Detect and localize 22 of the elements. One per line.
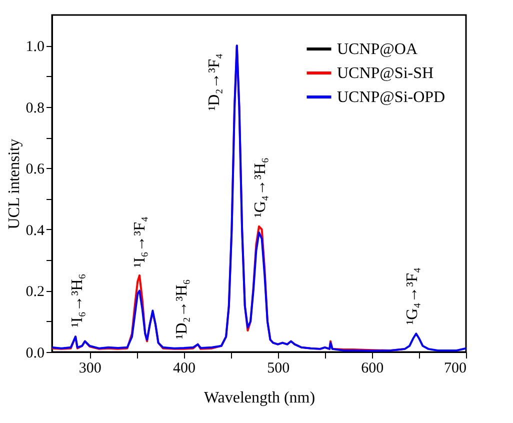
y-tick-label: 0.6: [26, 162, 45, 178]
annotation: ¹G₄→³F₄: [404, 266, 422, 325]
x-tick-label: 600: [361, 360, 384, 376]
annotation: ¹I₆→³H₆: [68, 274, 86, 328]
y-tick-label: 0.4: [26, 222, 45, 239]
x-axis-title: Wavelength (nm): [204, 390, 316, 406]
y-tick-label: 0.2: [26, 284, 44, 300]
legend-label: UCNP@OA: [337, 41, 418, 58]
legend-label: UCNP@Si-OPD: [337, 89, 446, 106]
x-tick-label: 700: [444, 360, 466, 376]
annotation: ¹G₄→³H₆: [252, 158, 269, 218]
x-tick-label: 500: [267, 360, 290, 376]
annotation: ¹D₂→³F₄: [206, 53, 223, 111]
x-tick-label: 300: [78, 360, 102, 376]
y-tick-label: 0.0: [26, 346, 44, 362]
x-tick-label: 400: [172, 360, 196, 376]
y-axis-title: UCL intensity: [6, 138, 23, 230]
legend-label: UCNP@Si-SH: [337, 65, 434, 82]
annotation: ¹D₂→³H₆: [174, 279, 191, 340]
y-tick-label: 1.0: [26, 39, 44, 56]
annotation: ¹I₆→³F₄: [132, 216, 149, 268]
y-tick-label: 0.8: [26, 100, 44, 116]
